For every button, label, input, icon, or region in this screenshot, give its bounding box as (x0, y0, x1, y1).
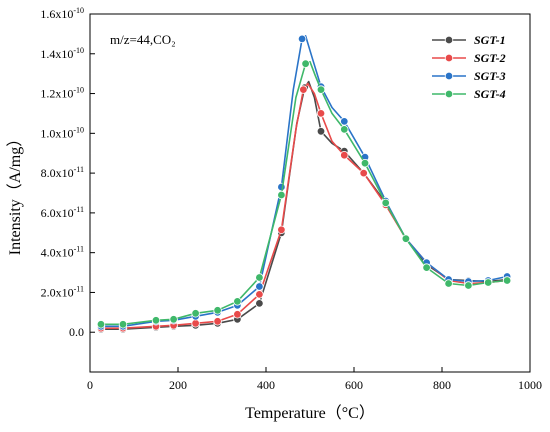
x-tick-label: 400 (257, 378, 275, 392)
data-point-sgt-2 (233, 310, 242, 319)
data-point-sgt-4 (401, 234, 411, 243)
legend-marker-sgt-4 (444, 89, 454, 99)
legend-label-sgt-1: SGT-1 (474, 33, 506, 47)
y-tick-label: 0.0 (69, 325, 84, 339)
y-tick-label: 8.0x10-11 (41, 165, 84, 180)
x-tick-label: 600 (345, 378, 363, 392)
axis-ticks: 0 200 400 600 800 1000 0.0 2.0x10-11 4.0x10-11 6.… (40, 6, 542, 392)
data-point-sgt-4 (444, 279, 453, 288)
data-point-sgt-3 (340, 117, 349, 126)
y-tick-label: 4.0x10-11 (41, 245, 84, 260)
y-tick-label: 1.0x10-10 (40, 125, 84, 140)
x-tick-label: 1000 (518, 378, 542, 392)
y-axis-label: Intensity（A/mg） (6, 131, 24, 255)
x-tick-label: 200 (169, 378, 187, 392)
data-point-sgt-4 (191, 309, 200, 318)
data-point-sgt-4 (151, 316, 161, 325)
data-point-sgt-2 (340, 150, 349, 160)
data-point-sgt-2 (191, 319, 200, 328)
legend-marker-sgt-3 (444, 71, 454, 81)
y-tick-label: 6.0x10-11 (41, 205, 84, 220)
data-point-sgt-4 (484, 278, 493, 287)
x-axis-label: Temperature（°C） (245, 404, 375, 422)
data-point-sgt-3 (297, 34, 307, 44)
data-point-sgt-4 (502, 276, 512, 285)
data-point-sgt-4 (96, 320, 106, 329)
data-point-sgt-3 (255, 282, 264, 291)
plot-area (96, 34, 512, 334)
legend-label-sgt-4: SGT-4 (474, 87, 506, 101)
data-point-sgt-4 (277, 190, 286, 200)
y-tick-label: 2.0x10-11 (41, 284, 84, 299)
data-point-sgt-4 (422, 263, 431, 272)
data-point-sgt-4 (301, 59, 310, 68)
data-point-sgt-4 (340, 125, 349, 134)
data-point-sgt-2 (213, 317, 222, 326)
y-tick-label: 1.4x10-10 (40, 46, 84, 61)
data-point-sgt-4 (118, 320, 128, 329)
legend-label-sgt-3: SGT-3 (474, 69, 506, 83)
data-point-sgt-2 (359, 168, 368, 178)
data-point-sgt-2 (277, 225, 286, 234)
chart-annotation: m/z=44,CO₂ (110, 32, 176, 47)
plot-frame (89, 13, 531, 373)
x-tick-label: 800 (433, 378, 451, 392)
y-tick-label: 1.6x10-10 (40, 6, 84, 21)
data-point-sgt-4 (316, 85, 326, 94)
data-point-sgt-4 (381, 198, 390, 208)
legend: SGT-1 SGT-2 SGT-3 SGT-4 (432, 33, 506, 101)
data-point-sgt-2 (299, 85, 308, 94)
data-point-sgt-1 (316, 127, 326, 136)
data-point-sgt-2 (255, 290, 264, 299)
x-tick-label: 0 (87, 378, 93, 392)
y-tick-label: 1.2x10-10 (40, 86, 84, 101)
data-point-sgt-2 (316, 109, 326, 118)
data-point-sgt-4 (169, 315, 178, 324)
data-point-sgt-4 (233, 297, 242, 306)
data-point-sgt-4 (213, 306, 222, 315)
data-point-sgt-4 (360, 158, 370, 168)
legend-label-sgt-2: SGT-2 (474, 51, 506, 65)
data-point-sgt-4 (255, 273, 264, 282)
data-point-sgt-4 (464, 281, 473, 290)
legend-marker-sgt-1 (444, 35, 454, 45)
data-point-sgt-1 (255, 299, 264, 308)
legend-marker-sgt-2 (444, 53, 454, 63)
